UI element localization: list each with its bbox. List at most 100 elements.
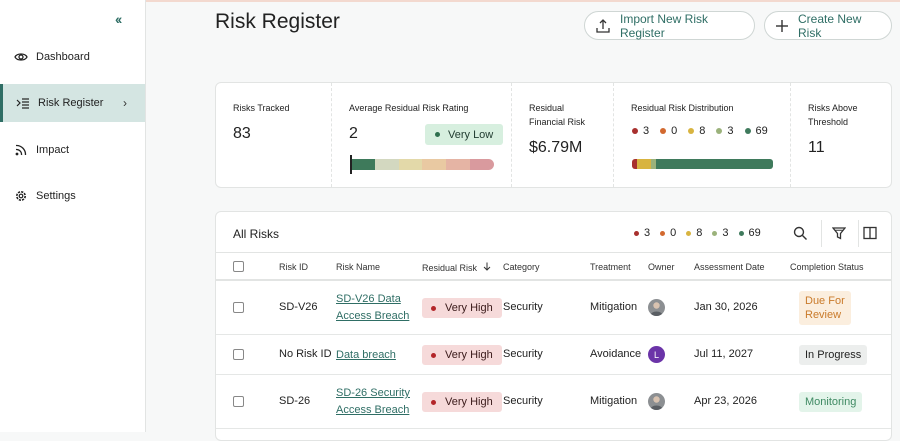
legend-count: 69: [755, 125, 768, 137]
legend-entry: 8: [688, 125, 705, 137]
search-button[interactable]: [788, 221, 812, 245]
owner-cell: [648, 299, 665, 316]
import-risk-register-button[interactable]: Import New Risk Register: [584, 11, 755, 40]
collapse-sidebar-icon[interactable]: ‹‹: [115, 11, 122, 27]
table-header: Risk ID Risk Name Residual Risk Category…: [216, 252, 891, 281]
risk-name-link[interactable]: SD-26 Security Access Breach: [336, 385, 410, 419]
col-owner[interactable]: Owner: [648, 262, 675, 272]
distribution-segment: [637, 159, 651, 169]
scale-segment: [374, 159, 399, 170]
category: Security: [503, 301, 543, 313]
sidebar-item-risk-register[interactable]: Risk Register ›: [0, 84, 145, 122]
col-completion-status[interactable]: Completion Status: [790, 262, 864, 272]
legend-count: 8: [696, 227, 703, 239]
col-category[interactable]: Category: [503, 262, 540, 272]
row-checkbox[interactable]: [233, 302, 244, 313]
completion-status-cell: In Progress: [799, 345, 868, 365]
list-indent-icon: [16, 96, 30, 110]
col-risk-id[interactable]: Risk ID: [279, 262, 308, 272]
sidebar-item-label: Settings: [36, 190, 76, 202]
columns-button[interactable]: [858, 221, 882, 245]
distribution-label: Residual Risk Distribution: [631, 103, 734, 113]
legend-entry: 69: [738, 227, 761, 239]
treatment: Mitigation: [590, 395, 638, 407]
distribution-segment: [632, 159, 638, 169]
col-risk-name[interactable]: Risk Name: [336, 262, 381, 272]
risk-id: SD-26: [279, 395, 311, 407]
legend-dot: [744, 128, 751, 134]
residual-risk-cell: Very High: [422, 392, 502, 412]
risk-badge: Very High: [422, 298, 502, 318]
avatar-initial: L: [653, 349, 659, 360]
table-row[interactable]: SD-V26 SD-V26 Data Access Breach Very Hig…: [216, 281, 891, 335]
import-label: Import New Risk Register: [620, 11, 709, 40]
top-accent-line: [0, 0, 900, 2]
sidebar-item-dashboard[interactable]: Dashboard: [0, 38, 145, 76]
avatar[interactable]: L: [648, 346, 665, 363]
financial-label-line-1: Residual: [529, 103, 565, 113]
legend-dot: [688, 128, 695, 134]
sidebar-item-label: Dashboard: [36, 51, 90, 63]
status-line-1: Monitoring: [805, 396, 857, 408]
distribution-bar: [632, 159, 773, 169]
treatment: Avoidance: [590, 348, 642, 360]
legend-count: 0: [671, 125, 678, 137]
sidebar-item-label: Risk Register: [38, 97, 104, 109]
risk-name-line-2: Access Breach: [336, 404, 410, 416]
col-residual-risk[interactable]: Residual Risk: [422, 262, 491, 273]
sidebar: ‹‹ Dashboard Risk Register › Impact Sett…: [0, 0, 146, 432]
col-assessment-date[interactable]: Assessment Date: [694, 262, 765, 272]
legend-entry: 3: [716, 125, 734, 137]
average-rating-label: Average Residual Risk Rating: [349, 103, 469, 113]
sidebar-item-impact[interactable]: Impact: [0, 131, 145, 169]
row-checkbox[interactable]: [233, 396, 244, 407]
chevron-right-icon: ›: [123, 96, 127, 110]
scale-segment: [422, 159, 447, 170]
risk-name-link[interactable]: SD-V26 Data Access Breach: [336, 291, 409, 325]
legend-entry: 0: [660, 227, 676, 239]
create-new-risk-button[interactable]: Create New Risk: [764, 11, 892, 40]
distribution-segment: [650, 159, 656, 169]
col-residual-risk-label: Residual Risk: [422, 262, 478, 273]
legend-dot: [632, 128, 638, 134]
risk-name-link[interactable]: Data breach: [336, 347, 396, 364]
risk-id: No Risk ID: [279, 348, 332, 360]
risk-name-line-1: SD-26 Security: [336, 387, 410, 399]
filter-button[interactable]: [827, 221, 851, 245]
financial-risk-label: Residual Financial Risk: [529, 101, 585, 129]
legend-count: 3: [643, 125, 650, 137]
category: Security: [503, 348, 543, 360]
avatar[interactable]: [648, 299, 665, 316]
risk-dot: [431, 399, 436, 405]
risks-tracked-label: Risks Tracked: [233, 103, 290, 113]
filter-icon: [832, 227, 846, 240]
risk-badge: Very High: [422, 392, 502, 412]
legend-dot: [738, 230, 744, 236]
page-title: Risk Register: [215, 10, 340, 33]
risk-badge: Very High: [422, 345, 502, 365]
col-treatment[interactable]: Treatment: [590, 262, 631, 272]
scale-segment: [351, 159, 375, 170]
row-checkbox[interactable]: [233, 349, 244, 360]
gear-icon: [14, 189, 28, 203]
sidebar-item-settings[interactable]: Settings: [0, 177, 145, 215]
above-threshold-value: 11: [808, 139, 825, 156]
rating-badge: Very Low: [425, 124, 504, 145]
risk-name-line-1: Data breach: [336, 348, 396, 361]
legend-dot: [634, 230, 639, 236]
select-all-checkbox[interactable]: [233, 261, 244, 272]
above-threshold-cell: Risks Above Threshold 11: [790, 83, 892, 187]
rating-dot: [435, 132, 440, 137]
table-row[interactable]: SD-26 SD-26 Security Access Breach Very H…: [216, 375, 891, 429]
risk-badge-label: Very High: [445, 302, 493, 314]
above-label-line-2: Threshold: [808, 117, 849, 127]
legend-entry: 8: [686, 227, 702, 239]
risk-badge-label: Very High: [445, 349, 493, 361]
avatar[interactable]: [648, 393, 665, 410]
risk-badge-label: Very High: [445, 396, 493, 408]
table-row[interactable]: No Risk ID Data breach Very High Securit…: [216, 335, 891, 375]
legend-dot: [686, 230, 692, 236]
upload-icon: [595, 18, 611, 34]
legend-count: 8: [699, 125, 706, 137]
financial-risk-cell: Residual Financial Risk $6.79M: [511, 83, 613, 187]
